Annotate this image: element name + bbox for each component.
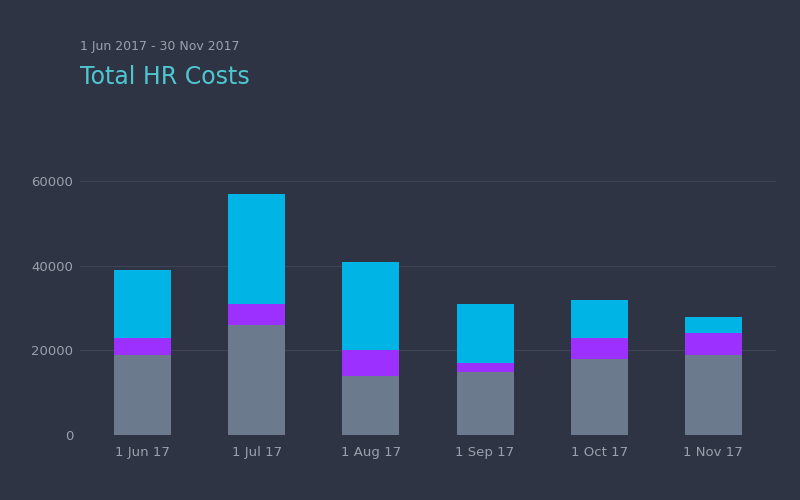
Bar [685,334,742,354]
Bar [457,304,514,363]
Bar [342,376,399,435]
Bar [228,304,286,325]
Text: Total HR Costs: Total HR Costs [80,65,250,89]
Text: 1 Jun 2017 - 30 Nov 2017: 1 Jun 2017 - 30 Nov 2017 [80,40,239,53]
Bar [457,372,514,435]
Bar [228,325,286,435]
Bar [114,354,171,435]
Bar [570,359,628,435]
Bar [570,300,628,338]
Bar [457,363,514,372]
Bar [685,354,742,435]
Bar [342,350,399,376]
Bar [114,270,171,338]
Bar [685,316,742,334]
Bar [228,194,286,304]
Bar [342,262,399,350]
Bar [570,338,628,359]
Bar [114,338,171,354]
